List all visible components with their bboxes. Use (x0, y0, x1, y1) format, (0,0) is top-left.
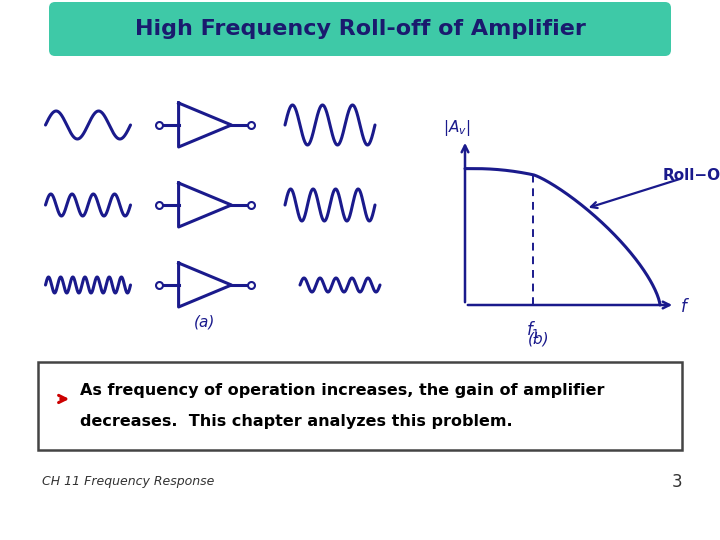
Text: $f$: $f$ (680, 298, 690, 316)
Text: 3: 3 (671, 473, 682, 491)
Text: (b): (b) (528, 332, 550, 347)
Text: CH 11 Frequency Response: CH 11 Frequency Response (42, 476, 215, 489)
Text: $|A_v|$: $|A_v|$ (444, 118, 471, 138)
FancyBboxPatch shape (49, 2, 671, 56)
Text: (a): (a) (194, 314, 216, 329)
FancyBboxPatch shape (38, 362, 682, 450)
Text: Roll−Off: Roll−Off (663, 167, 720, 183)
Text: As frequency of operation increases, the gain of amplifier: As frequency of operation increases, the… (80, 383, 605, 397)
Text: decreases.  This chapter analyzes this problem.: decreases. This chapter analyzes this pr… (80, 414, 513, 429)
Text: $f_1$: $f_1$ (526, 319, 541, 340)
Text: High Frequency Roll-off of Amplifier: High Frequency Roll-off of Amplifier (135, 19, 585, 39)
